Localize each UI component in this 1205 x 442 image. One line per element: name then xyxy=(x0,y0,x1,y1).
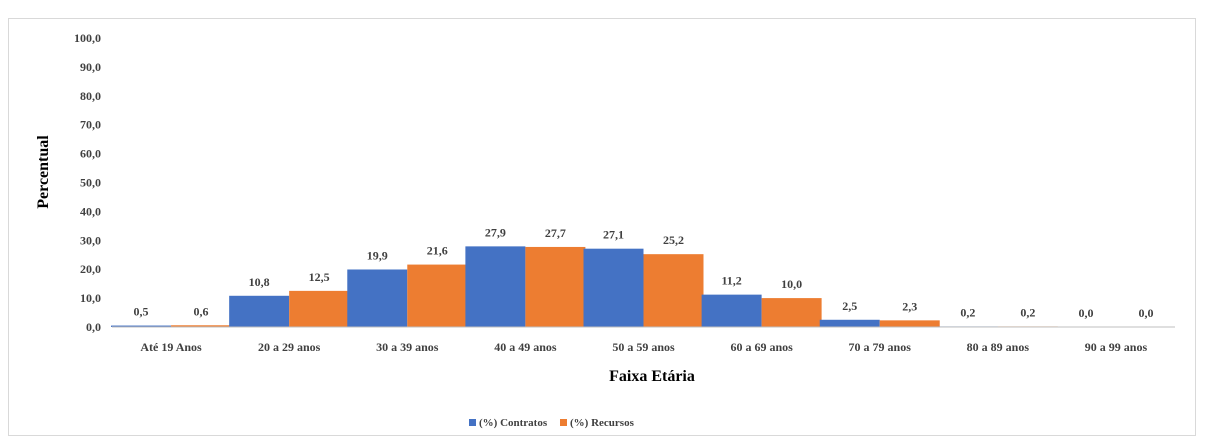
legend-swatch xyxy=(560,419,567,426)
x-axis-categories: Até 19 Anos 20 a 29 anos 30 a 39 anos 40 a … xyxy=(140,340,1147,354)
bar-contratos xyxy=(583,248,644,327)
bar-recursos xyxy=(171,325,232,327)
data-label: 25,2 xyxy=(663,233,684,247)
x-tick-label: 30 a 39 anos xyxy=(376,340,439,354)
bar-recursos xyxy=(761,298,822,327)
bars xyxy=(111,246,1058,327)
data-label: 27,1 xyxy=(603,228,624,242)
y-tick-label: 90,0 xyxy=(80,60,101,74)
data-label: 12,5 xyxy=(309,270,330,284)
data-label: 2,3 xyxy=(902,299,917,313)
y-tick-label: 60,0 xyxy=(80,147,101,161)
x-tick-label: 80 a 89 anos xyxy=(967,340,1030,354)
y-axis-title: Percentual xyxy=(35,135,52,209)
bar-recursos xyxy=(879,320,940,327)
y-tick-label: 40,0 xyxy=(80,204,101,218)
data-label: 0,0 xyxy=(1078,306,1093,320)
x-tick-label: 50 a 59 anos xyxy=(612,340,675,354)
y-tick-label: 100,0 xyxy=(74,31,101,45)
y-tick-label: 80,0 xyxy=(80,89,101,103)
data-label: 0,5 xyxy=(134,305,149,319)
x-tick-label: 60 a 69 anos xyxy=(730,340,793,354)
chart-frame xyxy=(8,18,1196,436)
y-tick-label: 20,0 xyxy=(80,262,101,276)
x-tick-label: 70 a 79 anos xyxy=(849,340,912,354)
x-tick-label: Até 19 Anos xyxy=(140,340,202,354)
data-label: 0,2 xyxy=(960,305,975,319)
x-tick-label: 40 a 49 anos xyxy=(494,340,557,354)
x-tick-label: 90 a 99 anos xyxy=(1085,340,1148,354)
bar-contratos xyxy=(465,246,526,327)
bar-recursos xyxy=(525,246,586,327)
data-label: 19,9 xyxy=(367,248,388,262)
bar-recursos xyxy=(289,290,350,327)
y-tick-label: 50,0 xyxy=(80,176,101,190)
data-label: 0,2 xyxy=(1020,305,1035,319)
legend: (%) Contratos (%) Recursos xyxy=(469,417,635,429)
bar-recursos xyxy=(407,264,468,327)
y-tick-label: 0,0 xyxy=(86,320,101,334)
legend-label: (%) Contratos xyxy=(479,417,548,429)
data-label: 21,6 xyxy=(427,244,448,258)
data-label: 0,6 xyxy=(194,304,209,318)
bar-contratos xyxy=(347,269,408,327)
bar-recursos xyxy=(643,254,704,327)
y-tick-label: 30,0 xyxy=(80,233,101,247)
data-labels: 0,5 0,6 10,8 12,5 19,9 21,6 27,9 27,7 27,1 25,2 11… xyxy=(134,225,1154,320)
y-axis-ticks: 0,0 10,0 20,0 30,0 40,0 50,0 60,0 70,0 80,0 90,0 1… xyxy=(74,31,101,334)
data-label: 27,9 xyxy=(485,225,506,239)
y-tick-label: 70,0 xyxy=(80,118,101,132)
data-label: 0,0 xyxy=(1138,306,1153,320)
legend-swatch xyxy=(469,419,476,426)
data-label: 10,8 xyxy=(249,275,270,289)
bar-contratos xyxy=(701,294,762,327)
bar-contratos xyxy=(819,319,880,327)
legend-label: (%) Recursos xyxy=(570,417,635,429)
bar-contratos xyxy=(111,325,172,327)
x-tick-label: 20 a 29 anos xyxy=(258,340,321,354)
data-label: 27,7 xyxy=(545,226,566,240)
data-label: 2,5 xyxy=(842,299,857,313)
data-label: 10,0 xyxy=(781,277,802,291)
y-tick-label: 10,0 xyxy=(80,291,101,305)
data-label: 11,2 xyxy=(721,274,741,288)
bar-contratos xyxy=(229,295,290,327)
x-axis-title: Faixa Etária xyxy=(609,368,695,385)
